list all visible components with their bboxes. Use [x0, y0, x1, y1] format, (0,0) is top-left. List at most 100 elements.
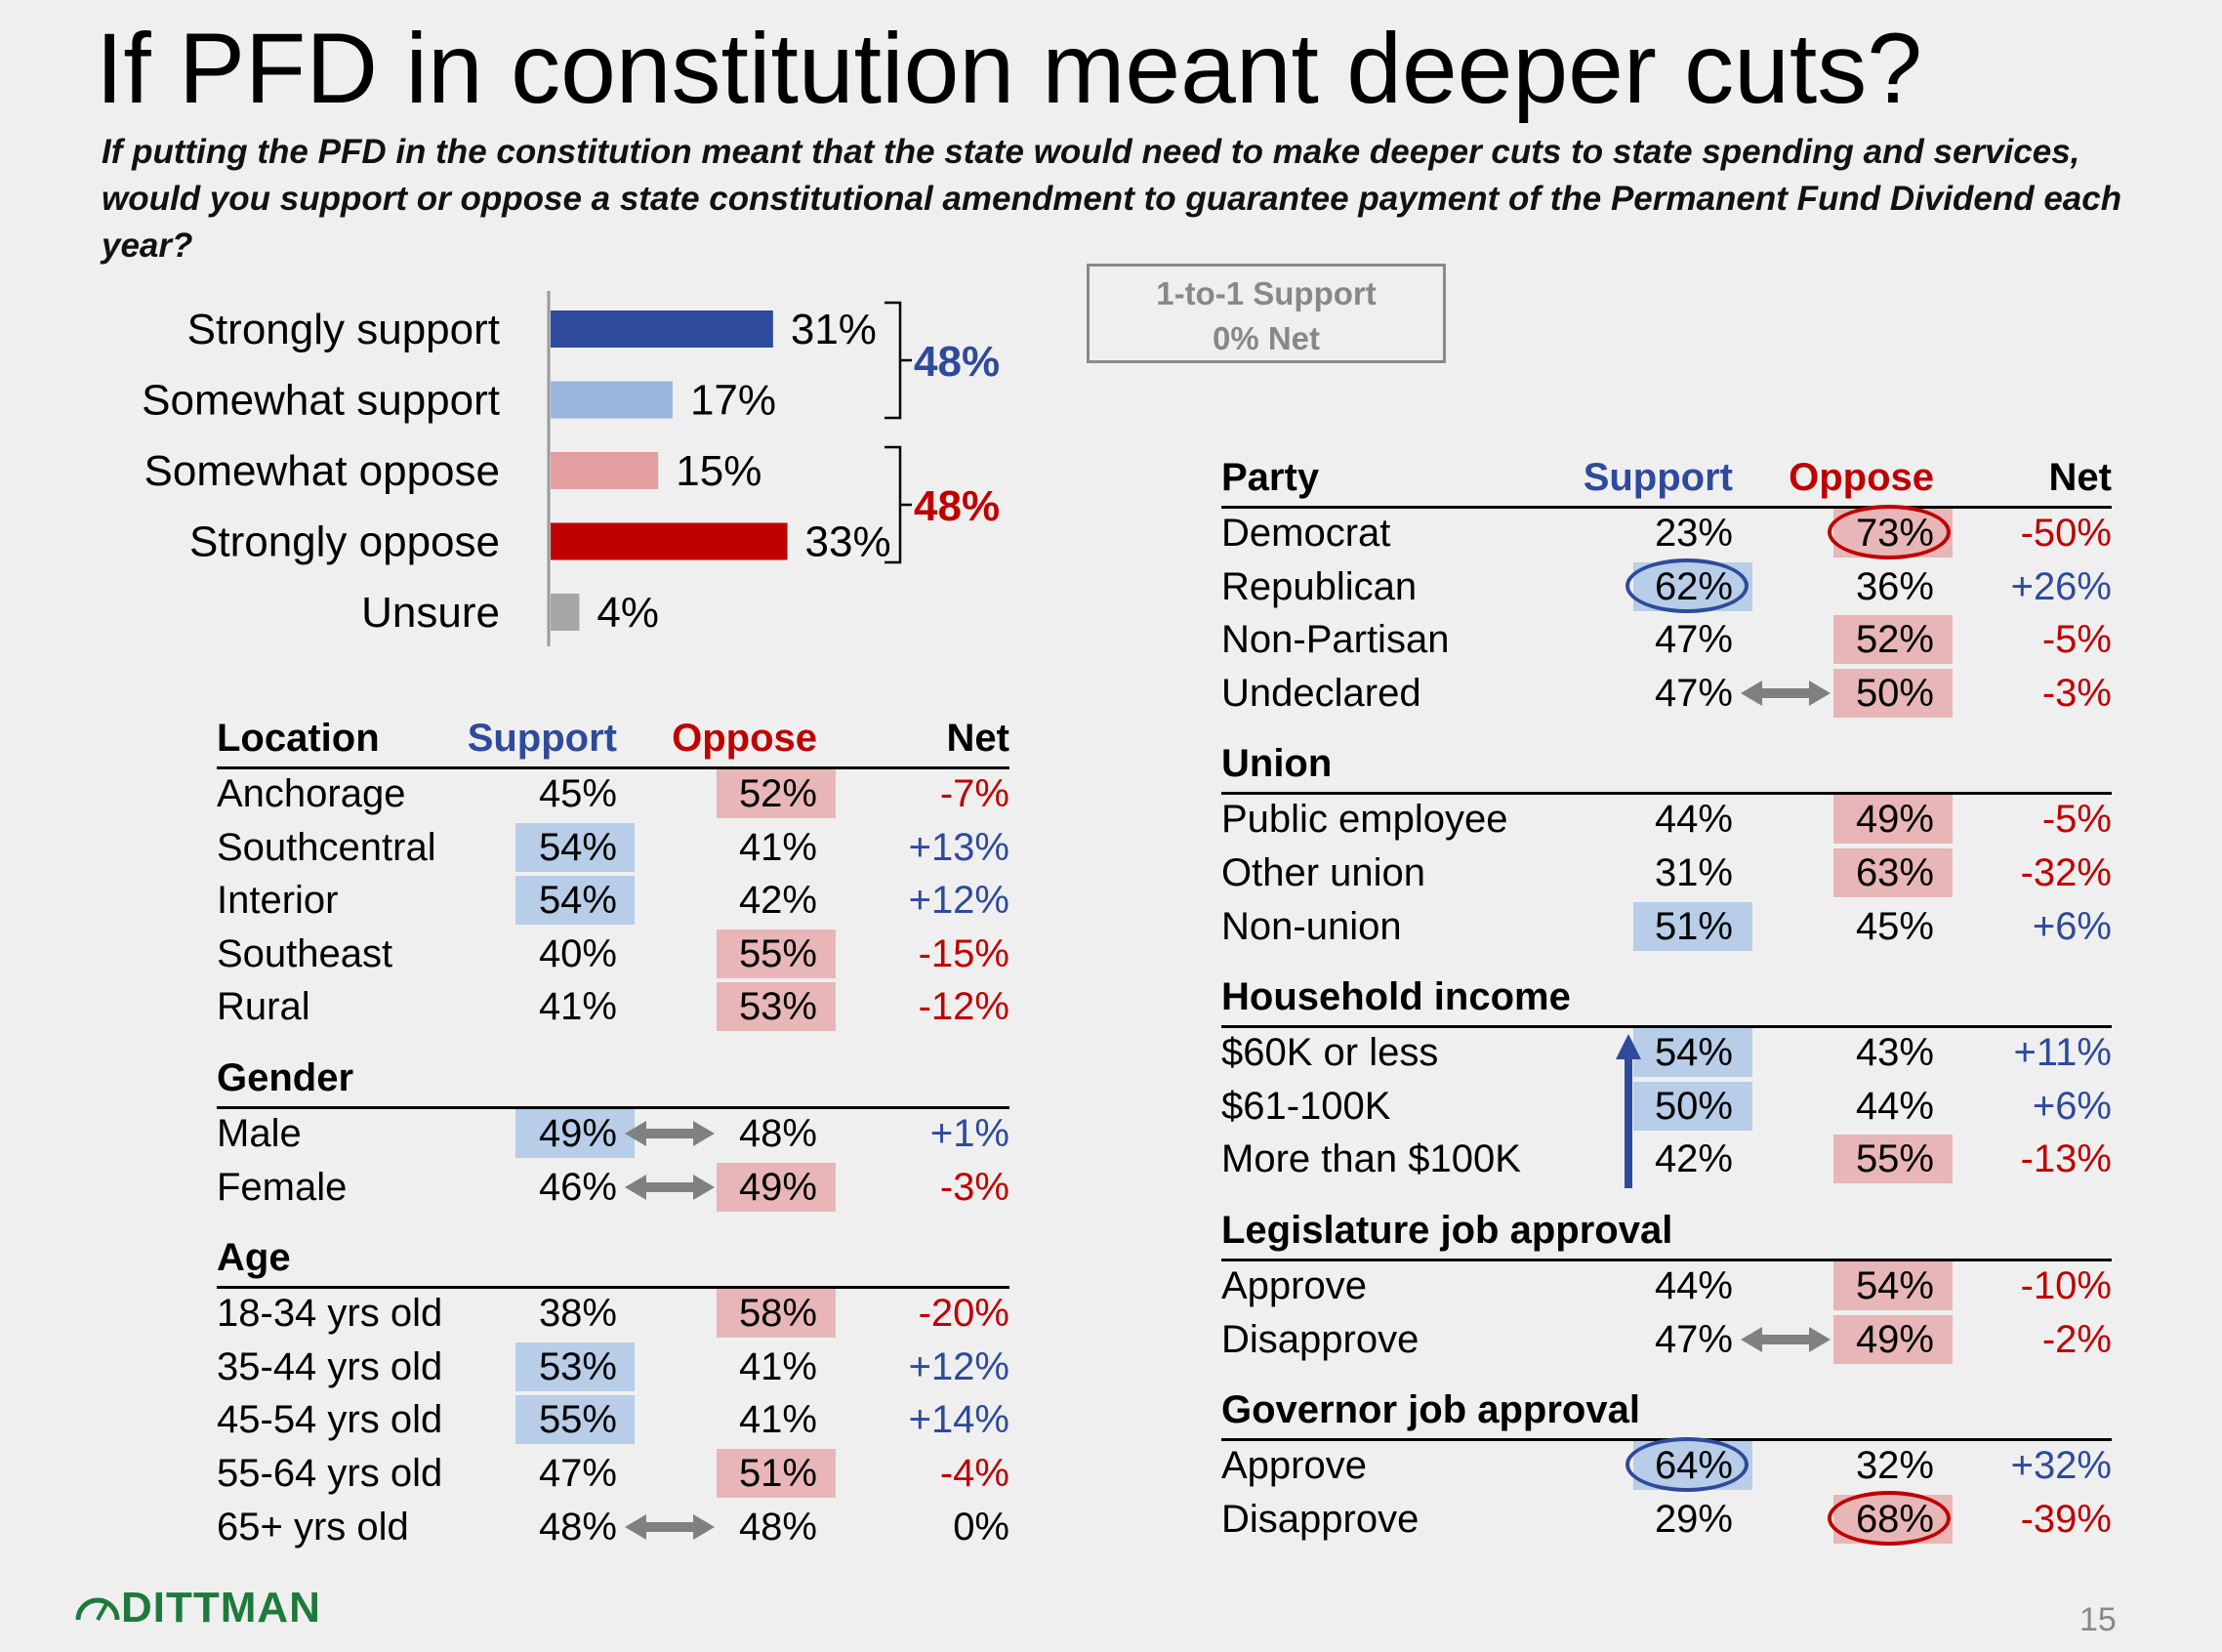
oppose-highlight — [717, 769, 836, 818]
row-label: 65+ yrs old — [217, 1505, 409, 1549]
oppose-circle — [1828, 505, 1951, 559]
double-arrow-icon — [1741, 1326, 1831, 1352]
summary-line-2: 0% Net — [1212, 320, 1321, 356]
section-title: Governor job approval — [1221, 1388, 1640, 1432]
row-label: Disapprove — [1221, 1317, 1420, 1361]
oppose-value: 49% — [1855, 798, 1934, 842]
bracket-total-label: 48% — [914, 338, 1000, 386]
oppose-value: 48% — [738, 1505, 817, 1549]
net-value: -15% — [918, 931, 1009, 975]
oppose-value: 32% — [1855, 1444, 1934, 1488]
oppose-column-header: Oppose — [1789, 456, 1934, 499]
oppose-value: 42% — [738, 879, 817, 923]
oppose-value: 52% — [738, 772, 817, 815]
table-row: More than $100K 42% 55% -13% — [1221, 1133, 2112, 1185]
table-row: 35-44 yrs old 53% 41% +12% — [217, 1341, 1009, 1393]
net-value: +12% — [908, 879, 1009, 923]
net-value: -50% — [2020, 512, 2112, 555]
oppose-value: 43% — [1855, 1031, 1934, 1075]
bar — [551, 381, 673, 419]
oppose-highlight — [1833, 848, 1953, 897]
category-label: Strongly support — [187, 306, 500, 353]
table-row: Anchorage 45% 52% -7% — [217, 767, 1009, 820]
oppose-value: 48% — [738, 1112, 817, 1155]
table-row: Female 46% 49% -3% — [217, 1161, 1009, 1214]
oppose-column-header: Oppose — [672, 717, 817, 760]
support-highlight — [515, 822, 635, 872]
bar — [551, 310, 773, 348]
support-column-header: Support — [1583, 456, 1733, 499]
section-title: Union — [1221, 742, 1333, 786]
oppose-value: 53% — [738, 985, 817, 1029]
oppose-value: 44% — [1855, 1084, 1934, 1128]
bar — [551, 594, 580, 631]
net-summary-box: 1-to-1 Support 0% Net — [1087, 264, 1446, 363]
table-row: Other union 31% 63% -32% — [1221, 847, 2112, 899]
oppose-value: 45% — [1855, 904, 1934, 948]
support-value: 47% — [1654, 1317, 1733, 1361]
row-label: Other union — [1221, 851, 1426, 894]
row-label: 18-34 yrs old — [217, 1292, 443, 1336]
row-label: 35-44 yrs old — [217, 1344, 443, 1388]
oppose-value: 58% — [738, 1292, 817, 1336]
net-value: -7% — [939, 772, 1009, 815]
support-value: 49% — [538, 1112, 617, 1155]
oppose-circle — [1828, 1490, 1951, 1546]
oppose-highlight — [1833, 1314, 1953, 1364]
row-label: Non-Partisan — [1221, 618, 1450, 662]
net-value: -13% — [2020, 1137, 2112, 1181]
section-title: Location — [217, 717, 380, 760]
category-label: Strongly oppose — [189, 518, 500, 566]
table-row: 18-34 yrs old 38% 58% -20% — [217, 1287, 1009, 1340]
table-row: 55-64 yrs old 47% 51% -4% — [217, 1447, 1009, 1500]
section-header: Household income — [1221, 972, 2112, 1029]
table-row: 65+ yrs old 48% 48% 0% — [217, 1501, 1009, 1553]
oppose-highlight — [717, 1289, 836, 1339]
oppose-value: 50% — [1855, 671, 1934, 715]
support-value: 44% — [1654, 1264, 1733, 1307]
net-value: +32% — [2010, 1444, 2112, 1488]
support-value: 31% — [1654, 851, 1733, 894]
table-row: Approve 64% 32% +32% — [1221, 1437, 2112, 1493]
value-label: 31% — [791, 306, 877, 353]
support-value: 54% — [538, 879, 617, 923]
support-value: 40% — [538, 931, 617, 975]
category-label: Somewhat support — [142, 377, 500, 425]
oppose-highlight — [717, 982, 836, 1032]
support-value: 47% — [538, 1452, 617, 1495]
page-title: If PFD in constitution meant deeper cuts… — [96, 13, 1922, 124]
oppose-highlight — [1833, 795, 1953, 845]
oppose-value: 51% — [738, 1452, 817, 1495]
oppose-highlight — [1833, 1135, 1953, 1184]
section-header: Governor job approval — [1221, 1385, 2112, 1442]
net-value: -39% — [2020, 1497, 2112, 1541]
net-value: -4% — [939, 1452, 1009, 1495]
table-row: 45-54 yrs old 55% 41% +14% — [217, 1393, 1009, 1446]
table-row: Approve 44% 54% -10% — [1221, 1260, 2112, 1312]
oppose-value: 55% — [738, 931, 817, 975]
row-label: Non-union — [1221, 904, 1402, 948]
table-row: Disapprove 47% 49% -2% — [1221, 1313, 2112, 1366]
row-label: Male — [217, 1112, 302, 1155]
row-label: Public employee — [1221, 798, 1508, 842]
support-highlight — [1633, 1081, 1752, 1131]
row-label: Anchorage — [217, 772, 406, 815]
row-label: Southcentral — [217, 825, 436, 869]
net-value: -10% — [2020, 1264, 2112, 1307]
row-label: $60K or less — [1221, 1031, 1439, 1075]
table-row: Republican 62% 36% +26% — [1221, 558, 2112, 613]
bar — [551, 522, 788, 560]
support-value: 42% — [1654, 1137, 1733, 1181]
support-value: 55% — [538, 1398, 617, 1442]
row-label: More than $100K — [1221, 1137, 1521, 1181]
section-header: Union — [1221, 739, 2112, 796]
value-label: 33% — [805, 518, 891, 566]
support-value: 29% — [1654, 1497, 1733, 1541]
section-header: Legislature job approval — [1221, 1206, 2112, 1261]
response-bar-chart: Strongly support 31% Somewhat support 17% So… — [142, 291, 1000, 646]
net-value: +1% — [929, 1112, 1009, 1155]
oppose-highlight — [1833, 1261, 1953, 1310]
page-number: 15 — [2079, 1601, 2117, 1638]
category-label: Somewhat oppose — [144, 447, 500, 495]
section-title: Age — [217, 1236, 291, 1280]
